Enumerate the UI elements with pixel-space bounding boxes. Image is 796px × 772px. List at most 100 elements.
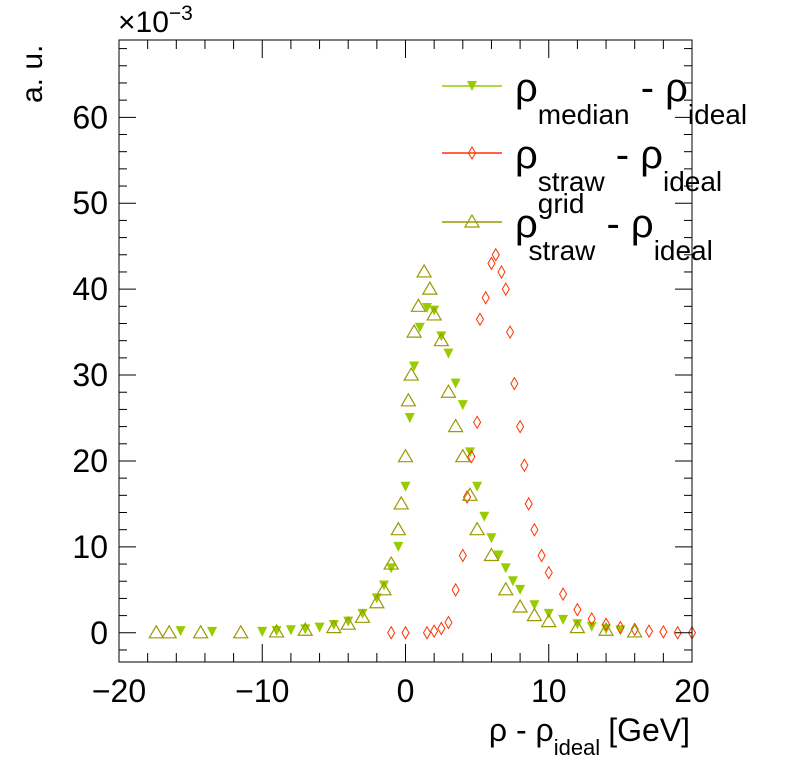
data-point	[524, 496, 533, 511]
data-marks	[148, 247, 697, 640]
data-point	[505, 325, 515, 340]
data-point	[368, 594, 385, 609]
data-point	[630, 622, 639, 637]
y-tick-label: 60	[72, 99, 108, 135]
data-point	[616, 620, 625, 635]
data-point	[450, 378, 461, 389]
x-tick-label: 0	[397, 673, 415, 709]
data-point	[586, 621, 597, 632]
data-point	[354, 609, 371, 623]
data-point	[340, 616, 357, 630]
data-point	[497, 264, 506, 279]
data-point	[461, 487, 479, 501]
y-tick-label: 50	[72, 185, 108, 221]
data-point	[501, 282, 510, 297]
data-point	[544, 565, 553, 580]
data-point	[400, 481, 411, 492]
data-point	[375, 581, 393, 596]
data-point	[207, 626, 218, 637]
data-point	[515, 584, 526, 595]
data-point	[479, 511, 490, 522]
data-point	[357, 608, 368, 619]
data-point	[520, 458, 529, 473]
data-point	[393, 541, 404, 552]
data-point	[371, 593, 382, 604]
data-point	[404, 413, 415, 424]
data-point	[393, 495, 410, 510]
data-point	[386, 563, 397, 574]
legend-entry-median: ρmedian - ρideal	[442, 66, 747, 130]
data-point	[529, 600, 540, 611]
data-point	[343, 616, 354, 627]
data-point	[436, 331, 447, 342]
data-point	[443, 348, 454, 359]
data-point	[397, 448, 414, 463]
data-point	[507, 576, 518, 587]
legend-marker	[463, 213, 481, 228]
data-point	[512, 598, 529, 613]
data-point	[537, 548, 546, 563]
data-point	[481, 290, 490, 305]
data-point	[454, 448, 471, 463]
data-point	[487, 256, 496, 271]
data-point	[497, 581, 514, 596]
data-point	[458, 548, 467, 563]
axis-ticks: −20 −10 0 10 20 0 10 20 30 40 50 60	[72, 40, 710, 709]
data-point	[400, 392, 417, 407]
data-point	[493, 550, 504, 561]
legend-label: ρmedian - ρideal	[515, 66, 747, 130]
y-tick-label: 40	[72, 271, 108, 307]
y-tick-label: 20	[72, 443, 108, 479]
data-point	[516, 419, 525, 434]
data-point	[451, 582, 460, 597]
y-axis-title: a. u.	[16, 45, 49, 103]
legend-marker	[467, 146, 477, 160]
data-point	[598, 622, 615, 636]
y-tick-label: 0	[90, 615, 108, 651]
data-point	[401, 625, 410, 640]
data-point	[426, 306, 443, 321]
data-point	[383, 555, 400, 570]
data-point	[421, 303, 432, 314]
legend-entry-grid: ρgrid straw - ρideal	[442, 188, 713, 266]
data-point	[268, 623, 285, 638]
data-point	[403, 366, 420, 381]
data-point	[161, 624, 178, 639]
data-point	[526, 607, 543, 622]
data-point	[314, 622, 325, 633]
data-point	[483, 547, 500, 562]
data-point	[444, 615, 453, 630]
data-point	[192, 624, 209, 639]
data-point	[626, 623, 643, 638]
data-point	[530, 522, 539, 537]
data-point	[437, 621, 446, 636]
x-tick-label: −20	[92, 673, 146, 709]
legend-marker	[467, 81, 477, 91]
data-point	[232, 624, 249, 639]
data-point	[433, 332, 450, 347]
data-point	[558, 614, 569, 625]
x-axis-title: ρ - ρideal [GeV]	[489, 712, 690, 760]
data-point	[257, 626, 268, 637]
data-point	[500, 563, 511, 574]
data-point	[491, 247, 500, 262]
data-point	[472, 481, 483, 492]
data-point	[387, 625, 396, 640]
data-point	[469, 521, 486, 536]
data-point	[463, 490, 472, 505]
data-point	[673, 625, 682, 640]
data-point	[409, 361, 420, 372]
data-point	[467, 449, 476, 464]
data-point	[440, 384, 457, 398]
legend-label: ρstraw - ρideal	[515, 133, 722, 197]
data-point	[486, 533, 497, 544]
data-point	[601, 617, 611, 632]
data-point	[175, 626, 186, 637]
data-point	[510, 376, 519, 391]
x-tick-label: 10	[531, 673, 567, 709]
data-point	[644, 624, 654, 639]
data-point	[615, 625, 626, 636]
y-multiplier: ×10−3	[118, 2, 193, 39]
x-tick-label: 20	[674, 673, 710, 709]
